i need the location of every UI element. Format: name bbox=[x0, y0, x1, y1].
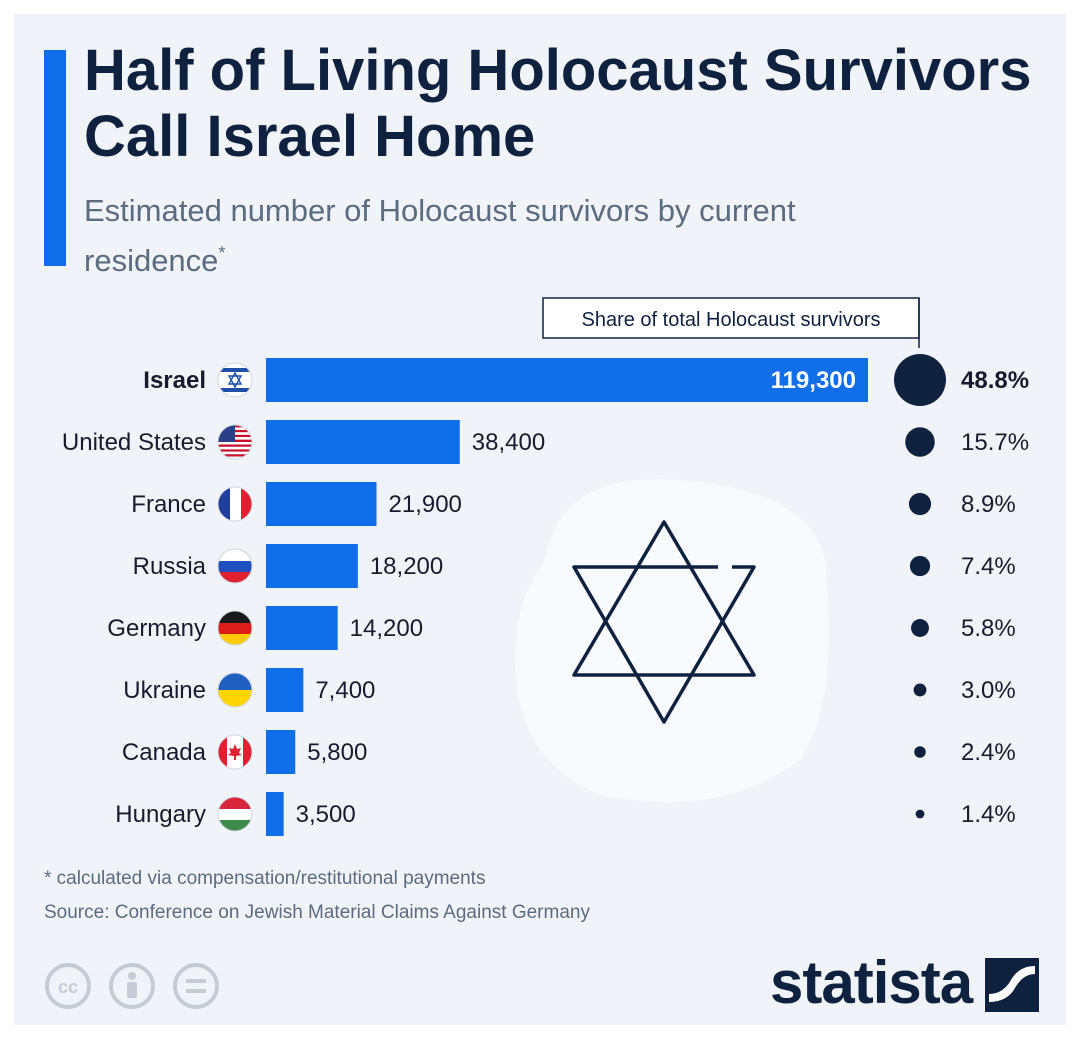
value-label: 5,800 bbox=[307, 739, 367, 766]
israel-flag-icon bbox=[217, 362, 253, 398]
subtitle: Estimated number of Holocaust survivors … bbox=[84, 190, 844, 282]
statista-logo-mark-icon bbox=[985, 958, 1039, 1012]
share-dot bbox=[894, 354, 946, 406]
bar bbox=[266, 730, 296, 774]
share-label: 3.0% bbox=[961, 677, 1016, 704]
ukraine-flag-icon bbox=[217, 672, 253, 708]
bar-row-ukraine: Ukraine 7,400 3.0% bbox=[123, 668, 1016, 712]
category-label: Germany bbox=[107, 615, 206, 642]
background-blob bbox=[515, 479, 830, 803]
category-label: Canada bbox=[122, 739, 207, 766]
share-dot bbox=[909, 555, 931, 577]
attribution-icon bbox=[109, 963, 155, 1009]
page-title: Half of Living Holocaust Survivors Call … bbox=[84, 38, 1032, 169]
category-label: United States bbox=[62, 429, 206, 456]
share-label: 1.4% bbox=[961, 801, 1016, 828]
value-label: 3,500 bbox=[296, 801, 356, 828]
share-dot bbox=[914, 746, 926, 758]
share-label: 48.8% bbox=[961, 367, 1029, 394]
bar bbox=[266, 358, 868, 402]
bar-row-russia: Russia 18,200 7.4% bbox=[133, 544, 1016, 588]
bar bbox=[266, 606, 338, 650]
russia-flag-icon bbox=[217, 548, 253, 584]
share-dot bbox=[915, 809, 925, 819]
share-dot bbox=[908, 492, 932, 516]
value-label: 38,400 bbox=[472, 429, 545, 456]
no-derivatives-icon bbox=[173, 963, 219, 1009]
chart-rows: Israel 119,300 48.8% United States 38,400 15.… bbox=[62, 354, 1029, 836]
bar-row-france: France 21,900 8.9% bbox=[131, 482, 1016, 526]
value-label: 14,200 bbox=[350, 615, 423, 642]
share-label: 15.7% bbox=[961, 429, 1029, 456]
bar-row-israel: Israel 119,300 48.8% bbox=[143, 354, 1029, 406]
canada-flag-icon bbox=[217, 734, 253, 770]
bar bbox=[266, 420, 460, 464]
germany-flag-icon bbox=[217, 610, 253, 646]
cc-icon: cc bbox=[45, 963, 91, 1009]
category-label: Hungary bbox=[115, 801, 206, 828]
subtitle-text: Estimated number of Holocaust survivors … bbox=[84, 193, 796, 278]
france-flag-icon bbox=[217, 486, 253, 522]
category-label: France bbox=[131, 491, 206, 518]
value-label: 119,300 bbox=[771, 367, 856, 394]
star-gap bbox=[718, 560, 732, 574]
bar-row-hungary: Hungary 3,500 1.4% bbox=[115, 792, 1016, 836]
bar-row-canada: Canada 5,800 2.4% bbox=[122, 730, 1016, 774]
statista-logo: statista bbox=[770, 949, 973, 1016]
value-label: 18,200 bbox=[370, 553, 443, 580]
bar-row-united-states: United States 38,400 15.7% bbox=[62, 420, 1029, 464]
share-label: 2.4% bbox=[961, 739, 1016, 766]
bar bbox=[266, 792, 284, 836]
license-icons: cc bbox=[45, 963, 219, 1009]
footnote: * calculated via compensation/restitutio… bbox=[44, 868, 486, 889]
usa-flag-icon bbox=[217, 424, 253, 460]
category-label: Ukraine bbox=[123, 677, 206, 704]
star-of-david-icon bbox=[572, 520, 756, 724]
share-label: 5.8% bbox=[961, 615, 1016, 642]
bar bbox=[266, 544, 358, 588]
share-header-label: Share of total Holocaust survivors bbox=[581, 309, 880, 331]
category-label: Russia bbox=[133, 553, 207, 580]
source-note: Source: Conference on Jewish Material Cl… bbox=[44, 902, 590, 923]
share-dot bbox=[913, 683, 927, 697]
hungary-flag-icon bbox=[217, 796, 253, 832]
share-header-box: Share of total Holocaust survivors bbox=[542, 297, 920, 348]
share-label: 8.9% bbox=[961, 491, 1016, 518]
bar-row-germany: Germany 14,200 5.8% bbox=[107, 606, 1016, 650]
bar bbox=[266, 668, 304, 712]
category-label: Israel bbox=[143, 367, 206, 394]
subtitle-footnote-mark: * bbox=[218, 243, 226, 263]
share-dot bbox=[911, 619, 929, 637]
bar bbox=[266, 482, 377, 526]
share-label: 7.4% bbox=[961, 553, 1016, 580]
value-label: 21,900 bbox=[389, 491, 462, 518]
infographic-card bbox=[14, 14, 1066, 1025]
accent-bar bbox=[44, 50, 66, 266]
share-dot bbox=[905, 427, 935, 457]
svg-text:cc: cc bbox=[58, 977, 78, 997]
value-label: 7,400 bbox=[315, 677, 375, 704]
